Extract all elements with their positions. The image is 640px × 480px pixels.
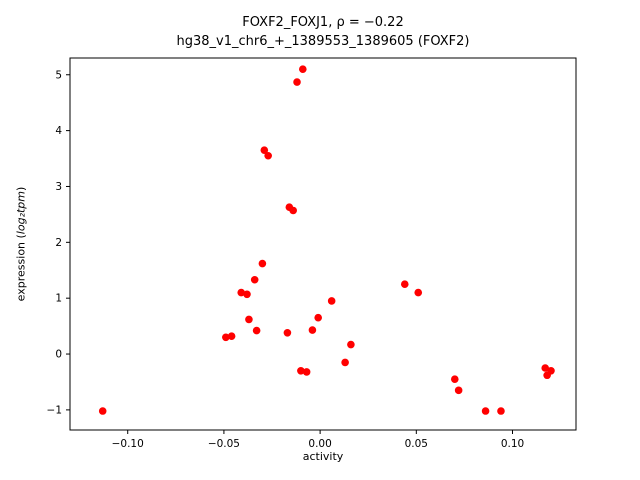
x-tick-label: 0.10: [501, 438, 524, 450]
y-tick-label: 3: [55, 181, 62, 193]
scatter-point: [454, 386, 463, 395]
scatter-point: [299, 65, 307, 73]
scatter-point: [308, 326, 317, 334]
scatter-point: [252, 326, 261, 335]
scatter-point: [547, 366, 555, 375]
x-tick-label: −0.10: [112, 438, 144, 450]
x-tick-label: −0.05: [208, 438, 240, 450]
x-tick-label: 0.05: [405, 438, 428, 450]
scatter-point: [250, 275, 259, 284]
y-tick-label: 5: [55, 69, 62, 81]
scatter-point: [497, 407, 505, 415]
scatter-point: [237, 288, 246, 297]
x-axis-label: activity: [302, 450, 344, 463]
scatter-point: [245, 315, 253, 324]
chart-subtitle: hg38_v1_chr6_+_1389553_1389605 (FOXF2): [176, 34, 470, 49]
scatter-point: [283, 329, 292, 337]
scatter-point: [302, 368, 311, 376]
scatter-point: [414, 288, 423, 297]
y-tick-label: 1: [55, 293, 62, 305]
scatter-point: [293, 78, 301, 86]
x-tick-label: 0.00: [308, 438, 331, 450]
scatter-point: [222, 333, 230, 342]
scatter-point: [541, 364, 550, 372]
scatter-point: [481, 407, 490, 415]
scatter-point: [98, 407, 107, 415]
y-tick-label: 4: [55, 125, 62, 137]
scatter-point: [289, 206, 297, 215]
scatter-point: [327, 297, 336, 305]
y-tick-label: −1: [47, 404, 62, 416]
scatter-point: [400, 280, 409, 289]
scatter-point: [227, 332, 236, 340]
scatter-point: [243, 290, 251, 299]
scatter-point: [314, 313, 322, 322]
scatter-point: [347, 340, 355, 349]
scatter-point: [341, 358, 349, 367]
scatter-point: [297, 366, 305, 375]
scatter-point: [264, 151, 272, 160]
scatter-point: [260, 146, 269, 154]
y-tick-label: 2: [55, 237, 62, 249]
chart-title: FOXF2_FOXJ1, ρ = −0.22: [242, 15, 404, 30]
scatter-point: [450, 375, 459, 383]
axes-frame: [69, 57, 577, 431]
y-tick-label: 0: [55, 349, 62, 361]
scatter-point: [258, 259, 267, 268]
